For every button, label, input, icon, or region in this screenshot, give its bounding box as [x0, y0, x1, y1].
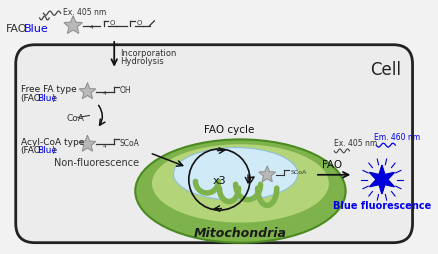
Text: (FAO: (FAO: [21, 146, 41, 155]
Ellipse shape: [152, 145, 328, 223]
Text: OH: OH: [120, 86, 131, 95]
Text: FAO: FAO: [321, 160, 342, 169]
Ellipse shape: [173, 148, 297, 200]
Text: 4: 4: [102, 91, 106, 96]
Text: 4: 4: [102, 144, 106, 149]
Text: Blue fluorescence: Blue fluorescence: [332, 201, 430, 211]
Text: Free FA type: Free FA type: [21, 85, 76, 94]
Text: SCoA: SCoA: [120, 138, 140, 147]
Text: Incorporation: Incorporation: [120, 49, 176, 58]
Polygon shape: [79, 136, 95, 152]
Text: Em. 460 nm: Em. 460 nm: [374, 133, 420, 142]
Ellipse shape: [135, 140, 345, 243]
Polygon shape: [79, 84, 95, 99]
Text: Hydrolysis: Hydrolysis: [120, 56, 163, 65]
Text: Cell: Cell: [369, 61, 400, 79]
Text: FAO cycle: FAO cycle: [203, 124, 254, 134]
Text: x3: x3: [212, 175, 226, 185]
FancyBboxPatch shape: [16, 45, 412, 243]
Text: ): ): [51, 93, 54, 102]
Text: Ex. 405 nm: Ex. 405 nm: [63, 8, 106, 17]
Text: FAO: FAO: [6, 24, 28, 34]
Polygon shape: [369, 166, 393, 194]
Text: (FAO: (FAO: [21, 93, 41, 102]
Text: Blue: Blue: [37, 146, 57, 155]
Text: O: O: [136, 20, 141, 26]
Text: O: O: [110, 20, 115, 26]
Text: CoA: CoA: [66, 114, 84, 122]
Polygon shape: [64, 17, 82, 34]
Text: Non-fluorescence: Non-fluorescence: [54, 158, 139, 168]
Text: Blue: Blue: [24, 24, 49, 34]
Text: SCoA: SCoA: [290, 170, 306, 175]
Text: Ex. 405 nm: Ex. 405 nm: [333, 138, 377, 148]
Text: Acyl-CoA type: Acyl-CoA type: [21, 137, 84, 146]
Text: Mitochondria: Mitochondria: [194, 226, 286, 239]
Text: ): ): [51, 146, 54, 155]
Polygon shape: [258, 167, 275, 182]
Text: 4: 4: [89, 25, 93, 30]
Text: Blue: Blue: [37, 93, 57, 102]
